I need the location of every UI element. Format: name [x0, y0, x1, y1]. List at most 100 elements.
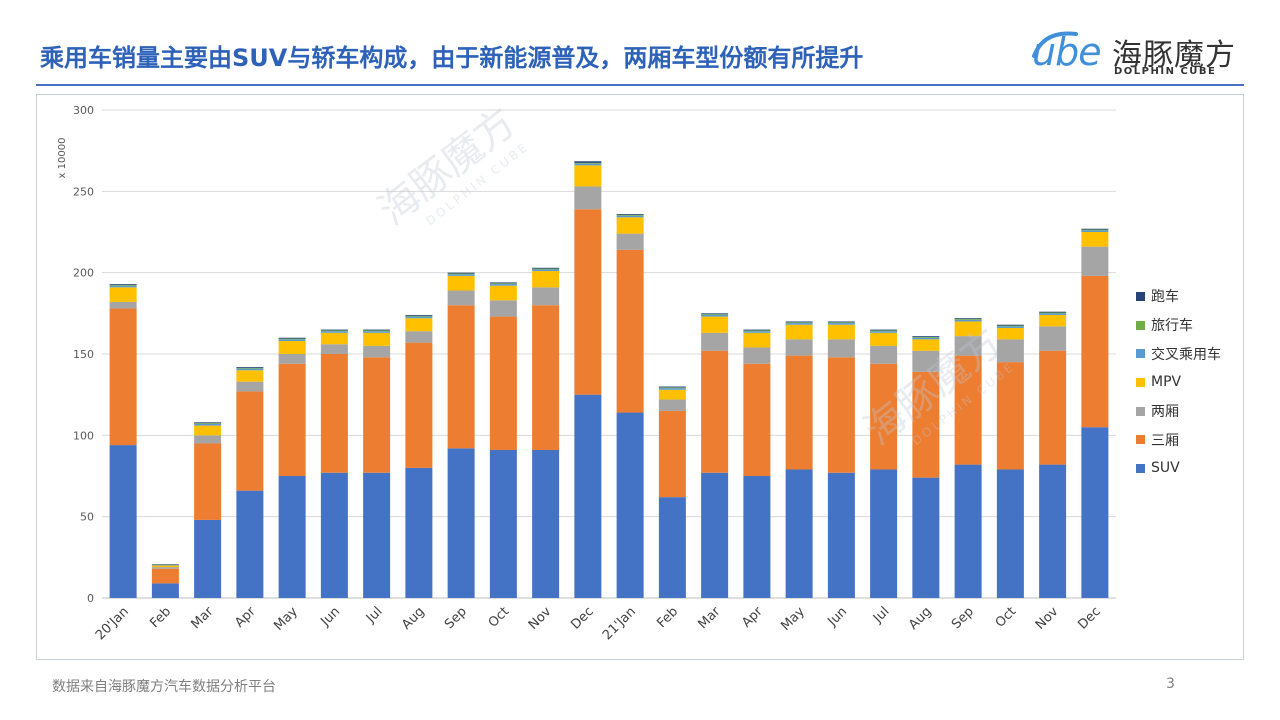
bar-segment [194, 423, 222, 424]
legend-item: 三厢 [1136, 425, 1246, 454]
x-tick-label: Jun [825, 604, 851, 630]
bar-segment [1039, 464, 1067, 598]
bar-segment [616, 233, 644, 250]
y-tick-label: 100 [73, 429, 94, 442]
bar-segment [827, 321, 855, 323]
bar-segment [532, 268, 560, 270]
bar-segment [954, 464, 982, 598]
bar-segment [405, 315, 433, 317]
bar-segment [1081, 228, 1109, 230]
bar-segment [363, 330, 391, 332]
bar-segment [912, 350, 940, 372]
legend-swatch [1136, 349, 1145, 359]
legend-swatch [1136, 291, 1145, 301]
bar-segment [278, 338, 306, 340]
bar-segment [489, 300, 517, 317]
legend-label: 旅行车 [1151, 318, 1193, 335]
bar-segment [320, 331, 348, 333]
legend-item: 旅行车 [1136, 311, 1246, 340]
bar-segment [658, 410, 686, 498]
bar-segment [996, 469, 1024, 598]
bar-segment [405, 318, 433, 332]
legend-item: 交叉乘用车 [1136, 339, 1246, 368]
bar-segment [1039, 326, 1067, 351]
bar-segment [278, 476, 306, 598]
bar-segment [616, 412, 644, 598]
bar-segment [658, 389, 686, 400]
bar-segment [954, 319, 982, 320]
bar-segment [109, 301, 137, 309]
bar-segment [194, 519, 222, 598]
chart-frame [36, 94, 1244, 660]
bar-segment [785, 339, 813, 356]
brand-logo: ube 海豚魔方 DOLPHIN CUBE [1024, 26, 1244, 82]
legend-item: 跑车 [1136, 282, 1246, 311]
bar-segment [320, 332, 348, 345]
y-tick-label: 250 [73, 185, 94, 198]
bar-segment [320, 354, 348, 473]
bar-segment [236, 490, 264, 598]
x-tick-label: Jul [363, 604, 385, 626]
x-tick-label: Jul [870, 604, 892, 626]
bar-segment [616, 249, 644, 413]
bar-segment [1081, 229, 1109, 231]
bar-segment [785, 355, 813, 470]
bar-segment [912, 336, 940, 338]
bar-segment [827, 324, 855, 340]
legend-item: SUV [1136, 454, 1246, 483]
bar-segment [996, 326, 1024, 328]
bar-segment [109, 284, 137, 285]
bar-segment [743, 330, 771, 332]
bar-segment [1039, 312, 1067, 314]
bar-segment [658, 497, 686, 598]
bar-segment [194, 425, 222, 436]
bar-segment [489, 449, 517, 598]
bar-segment [1081, 246, 1109, 276]
x-tick-label: Oct [993, 604, 1020, 631]
bar-segment [912, 337, 940, 340]
legend-label: MPV [1151, 374, 1182, 391]
bar-segment [616, 217, 644, 234]
bar-segment [320, 330, 348, 332]
bar-segment [405, 342, 433, 468]
bar-segment [1081, 275, 1109, 428]
page-number: 3 [1166, 676, 1175, 692]
bar-segment [658, 387, 686, 389]
bar-segment [363, 332, 391, 346]
x-tick-label: Sep [442, 604, 470, 632]
bar-segment [109, 287, 137, 302]
x-tick-label: Feb [147, 604, 174, 631]
bar-segment [405, 331, 433, 343]
logo-cn-text: 海豚魔方 [1112, 38, 1236, 73]
bar-segment [320, 344, 348, 354]
legend-item: 两厢 [1136, 397, 1246, 426]
x-tick-label: Sep [949, 604, 977, 632]
bar-segment [447, 305, 475, 449]
bar-segment [785, 321, 813, 323]
bar-segment [574, 163, 602, 166]
bar-segment [743, 347, 771, 364]
bar-segment [278, 339, 306, 341]
bar-segment [574, 162, 602, 164]
bar-segment [1039, 314, 1067, 327]
x-tick-label: Nov [526, 604, 555, 633]
bar-segment [278, 337, 306, 339]
x-tick-label: Oct [486, 604, 513, 631]
bar-segment [954, 355, 982, 465]
legend-label: SUV [1151, 460, 1180, 477]
bar-segment [447, 274, 475, 276]
x-tick-label: Mar [696, 604, 724, 632]
bar-segment [827, 323, 855, 325]
bar-segment [532, 269, 560, 272]
bar-segment [532, 287, 560, 306]
logo-cube-text: ube [1032, 30, 1102, 74]
bar-segment [701, 314, 729, 317]
stacked-bar-chart: 0 50 100 150 200 250 300 x 10000 20'Jan Feb Mar Apr… [57, 104, 1116, 643]
bar-segment [996, 325, 1024, 327]
bar-segment [785, 324, 813, 340]
y-tick-label: 300 [73, 104, 94, 117]
bar-segment [954, 319, 982, 322]
bar-segment [532, 271, 560, 288]
bar-segment [574, 161, 602, 163]
bar-segment [912, 339, 940, 351]
